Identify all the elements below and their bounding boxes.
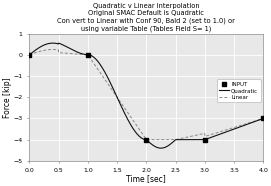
Legend: INPUT, Quadratic, Linear: INPUT, Quadratic, Linear: [217, 79, 260, 102]
X-axis label: Time [sec]: Time [sec]: [127, 174, 166, 183]
Title: Quadratic v Linear Interpolation
Original SMAC Default is Quadratic
Con vert to : Quadratic v Linear Interpolation Origina…: [57, 3, 235, 32]
Y-axis label: Force [kip]: Force [kip]: [3, 77, 12, 118]
